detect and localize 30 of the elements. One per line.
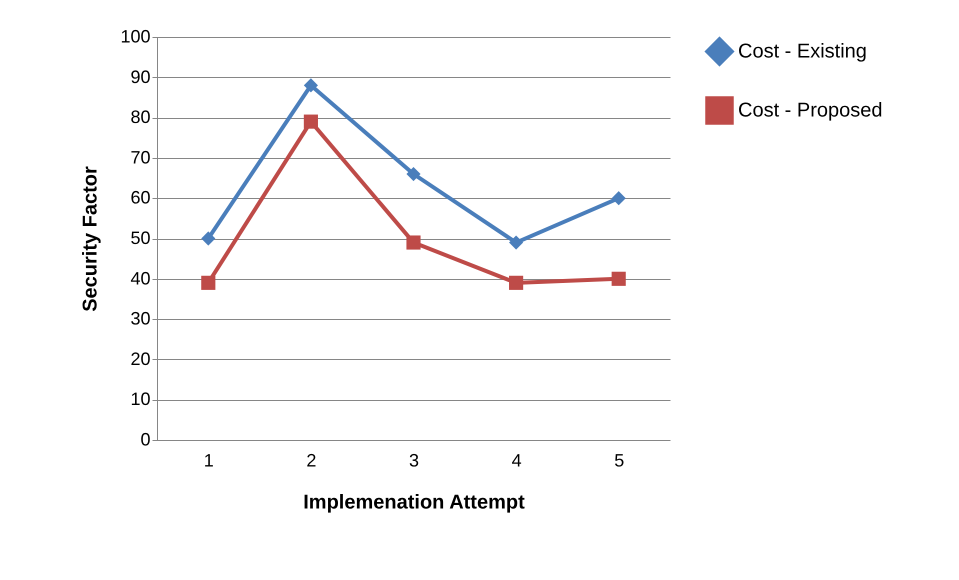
point: [304, 114, 318, 129]
legend-label: Cost - Proposed: [738, 100, 883, 122]
y-tick-label: 40: [130, 268, 150, 288]
y-tick-label: 20: [130, 348, 150, 369]
y-tick-label: 60: [130, 188, 150, 208]
point: [201, 276, 216, 290]
x-tick-label: 3: [408, 450, 420, 470]
point: [612, 191, 626, 206]
point: [509, 276, 524, 290]
point: [406, 166, 421, 182]
x-tick-label: 1: [204, 450, 214, 470]
y-tick-label: 0: [140, 430, 150, 450]
point: [509, 235, 524, 250]
y-tick-label: 50: [130, 228, 150, 248]
point: [201, 231, 216, 246]
y-tick-label: 70: [130, 147, 150, 168]
legend-label: Cost - Existing: [738, 40, 867, 62]
point: [406, 235, 421, 250]
y-axis-title: Security Factor: [79, 166, 102, 312]
y-tick-label: 10: [130, 389, 150, 410]
x-axis-title: Implemenation Attempt: [303, 492, 526, 514]
x-tick-label: 2: [306, 450, 316, 470]
x-tick-label: 4: [512, 450, 522, 470]
x-tick-label: 5: [614, 450, 624, 470]
point: [304, 78, 318, 92]
point: [612, 272, 626, 286]
y-tick-label: 100: [120, 26, 150, 46]
y-tick-label: 30: [130, 308, 150, 329]
y-tick-label: 80: [130, 107, 150, 128]
y-tick-label: 90: [130, 66, 150, 87]
